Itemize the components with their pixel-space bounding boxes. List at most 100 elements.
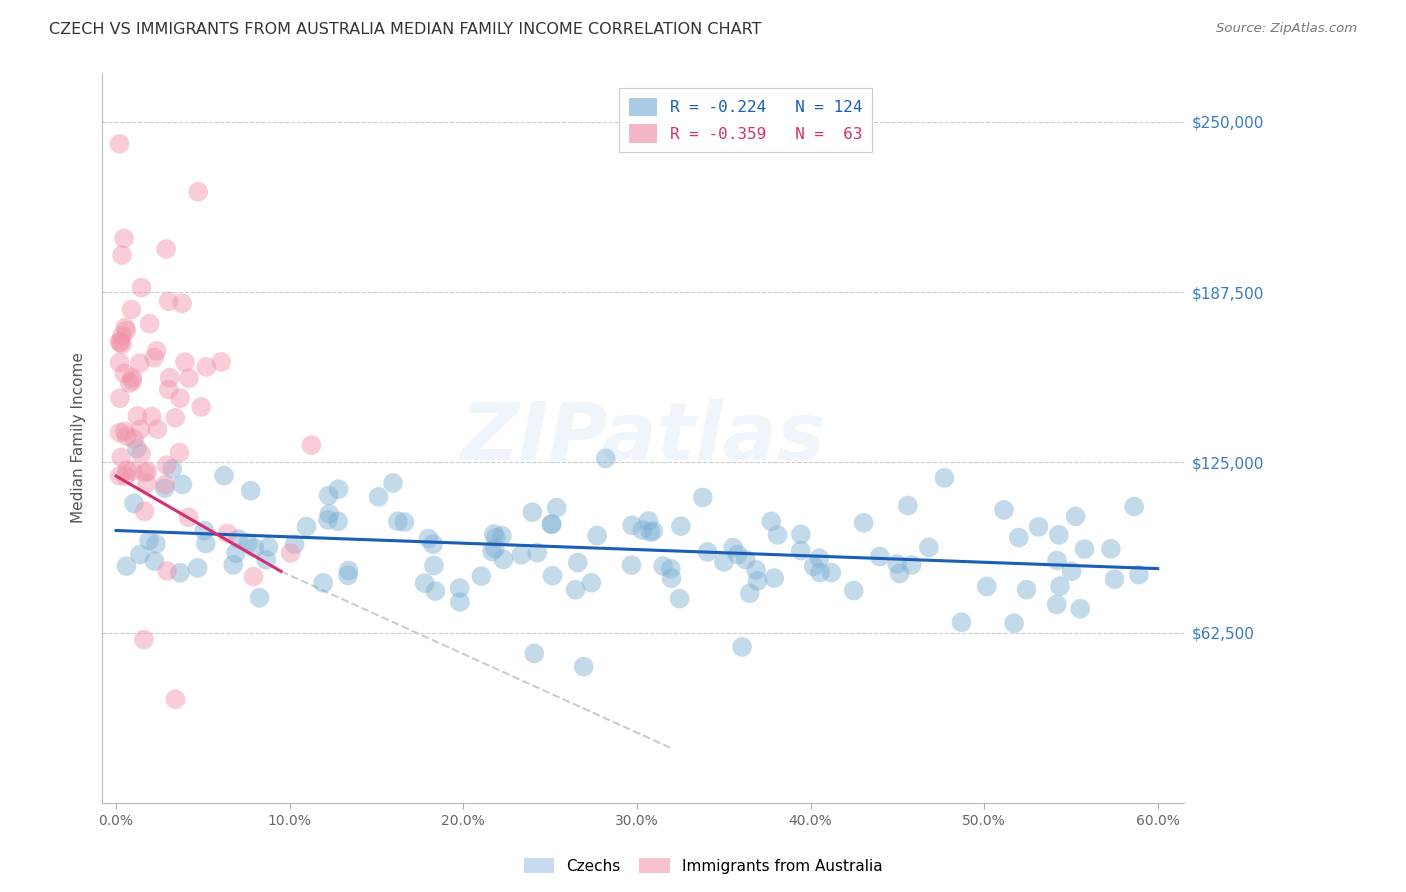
Point bbox=[540, 517, 562, 532]
Point bbox=[111, 337, 134, 351]
Point bbox=[115, 429, 138, 443]
Point bbox=[692, 491, 714, 505]
Point bbox=[721, 541, 744, 555]
Point bbox=[111, 248, 134, 262]
Point bbox=[1123, 500, 1146, 514]
Point bbox=[194, 536, 217, 550]
Point bbox=[295, 519, 318, 533]
Point bbox=[146, 422, 169, 436]
Point bbox=[141, 409, 163, 424]
Text: ZIPatlas: ZIPatlas bbox=[461, 399, 825, 477]
Point bbox=[280, 546, 302, 560]
Point bbox=[1046, 553, 1069, 567]
Point bbox=[249, 591, 271, 605]
Text: Source: ZipAtlas.com: Source: ZipAtlas.com bbox=[1216, 22, 1357, 36]
Legend: Czechs, Immigrants from Australia: Czechs, Immigrants from Australia bbox=[517, 852, 889, 880]
Point bbox=[159, 370, 181, 384]
Point bbox=[738, 586, 761, 600]
Point bbox=[157, 294, 180, 309]
Point bbox=[1002, 616, 1025, 631]
Point bbox=[138, 533, 160, 548]
Point bbox=[546, 500, 568, 515]
Point bbox=[745, 563, 768, 577]
Point bbox=[659, 562, 682, 576]
Point bbox=[1015, 582, 1038, 597]
Point bbox=[382, 475, 405, 490]
Point bbox=[510, 548, 533, 562]
Point bbox=[425, 584, 447, 599]
Point bbox=[125, 442, 148, 456]
Y-axis label: Median Family Income: Median Family Income bbox=[72, 352, 86, 524]
Point bbox=[731, 640, 754, 654]
Point bbox=[122, 432, 145, 446]
Point bbox=[522, 505, 544, 519]
Point bbox=[790, 543, 813, 558]
Point bbox=[195, 359, 218, 374]
Point bbox=[669, 519, 692, 533]
Point bbox=[367, 490, 389, 504]
Point bbox=[242, 569, 264, 583]
Point bbox=[713, 555, 735, 569]
Point bbox=[145, 343, 167, 358]
Point bbox=[131, 280, 153, 294]
Point bbox=[394, 515, 416, 529]
Point bbox=[1060, 564, 1083, 578]
Point bbox=[763, 571, 786, 585]
Point bbox=[1028, 520, 1050, 534]
Point bbox=[108, 334, 131, 349]
Point bbox=[820, 566, 842, 580]
Point bbox=[114, 425, 136, 439]
Point bbox=[620, 558, 643, 572]
Point bbox=[134, 504, 156, 518]
Point bbox=[193, 524, 215, 538]
Point bbox=[523, 646, 546, 660]
Point bbox=[567, 556, 589, 570]
Point bbox=[897, 499, 920, 513]
Point bbox=[637, 514, 659, 528]
Point bbox=[1049, 579, 1071, 593]
Point bbox=[449, 595, 471, 609]
Point bbox=[316, 513, 339, 527]
Point bbox=[143, 351, 166, 365]
Point bbox=[842, 583, 865, 598]
Point bbox=[169, 391, 191, 405]
Point bbox=[190, 400, 212, 414]
Point bbox=[586, 528, 609, 542]
Point bbox=[747, 574, 769, 588]
Point bbox=[243, 541, 266, 555]
Point bbox=[257, 540, 280, 554]
Point bbox=[1047, 528, 1070, 542]
Point bbox=[108, 136, 131, 151]
Point bbox=[169, 566, 191, 580]
Point bbox=[918, 541, 941, 555]
Point bbox=[808, 566, 831, 580]
Point bbox=[156, 458, 179, 473]
Point bbox=[1073, 542, 1095, 557]
Point bbox=[222, 558, 245, 572]
Point bbox=[470, 569, 492, 583]
Point bbox=[934, 471, 956, 485]
Point bbox=[177, 510, 200, 524]
Point bbox=[132, 632, 155, 647]
Point bbox=[727, 548, 749, 562]
Point bbox=[1128, 567, 1150, 582]
Point bbox=[128, 356, 150, 370]
Point bbox=[153, 481, 176, 495]
Point bbox=[108, 425, 131, 440]
Point bbox=[174, 355, 197, 369]
Point bbox=[108, 355, 131, 369]
Point bbox=[299, 438, 322, 452]
Point bbox=[121, 370, 143, 384]
Point bbox=[108, 391, 131, 405]
Point bbox=[790, 527, 813, 541]
Point bbox=[326, 515, 349, 529]
Point bbox=[482, 527, 505, 541]
Point bbox=[422, 537, 444, 551]
Point bbox=[136, 465, 159, 479]
Point bbox=[157, 383, 180, 397]
Point bbox=[564, 582, 586, 597]
Point bbox=[449, 581, 471, 595]
Point bbox=[112, 231, 135, 245]
Point bbox=[169, 445, 191, 459]
Point bbox=[481, 544, 503, 558]
